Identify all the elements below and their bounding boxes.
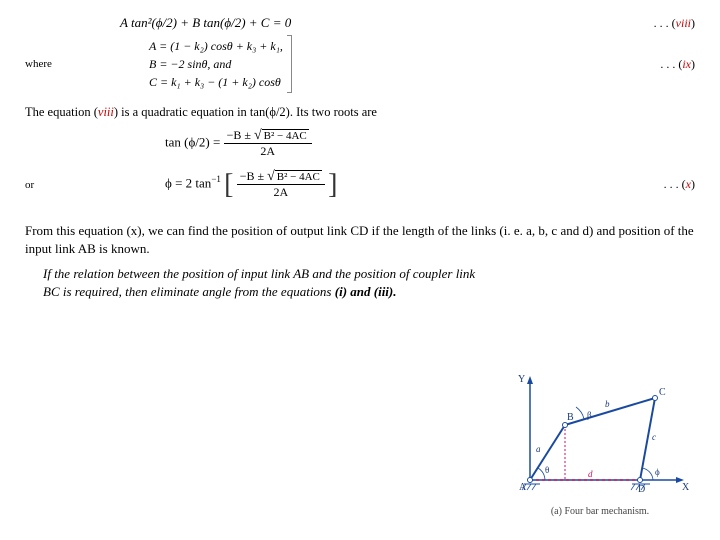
definitions-block: A = (1 − k₂) cosθ + k₃ + k₁, B = −2 sinθ…	[145, 35, 625, 93]
def-B: B = −2 sinθ, and	[149, 55, 283, 73]
tan-lhs: tan (ϕ/2) =	[165, 134, 224, 149]
phi-fraction: −B ± √B² − 4AC 2A	[237, 169, 325, 200]
paragraph-quadratic: The equation (viii) is a quadratic equat…	[25, 105, 695, 120]
phi-lhs: ϕ = 2 tan	[165, 175, 211, 190]
svg-text:c: c	[652, 432, 656, 442]
eq-viii-formula: A tan²(ϕ/2) + B tan(ϕ/2) + C = 0	[120, 15, 291, 30]
caption-paragraph-1: From this equation (x), we can find the …	[25, 222, 695, 257]
svg-text:θ: θ	[545, 465, 549, 475]
tan-equation-row: tan (ϕ/2) = −B ± √B² − 4AC 2A	[25, 128, 695, 159]
sqrt-icon: √B² − 4AC	[267, 170, 322, 184]
defs-content: A = (1 − k₂) cosθ + k₃ + k₁, B = −2 sinθ…	[145, 35, 287, 93]
or-label: or	[25, 179, 65, 191]
svg-text:A: A	[519, 482, 527, 493]
phi-equation: ϕ = 2 tan−1 [ −B ± √B² − 4AC 2A ]	[165, 169, 625, 200]
svg-text:B: B	[567, 412, 574, 423]
def-C: C = k₁ + k₃ − (1 + k₂) cosθ	[149, 73, 283, 91]
svg-text:C: C	[659, 387, 666, 398]
definitions-row: where A = (1 − k₂) cosθ + k₃ + k₁, B = −…	[25, 35, 695, 93]
svg-text:Y: Y	[518, 374, 525, 385]
left-bracket-icon: [	[224, 175, 233, 195]
four-bar-figure: Y X A B C D a b c d θ β ϕ (a) Four bar m…	[510, 370, 690, 520]
equation-viii: A tan²(ϕ/2) + B tan(ϕ/2) + C = 0	[120, 15, 625, 31]
inverse-exp: −1	[211, 174, 221, 184]
tan-numerator: −B ± √B² − 4AC	[224, 128, 312, 144]
phi-equation-row: or ϕ = 2 tan−1 [ −B ± √B² − 4AC 2A ] . .…	[25, 169, 695, 200]
sqrt-icon: √B² − 4AC	[254, 129, 309, 143]
eq-x-number: . . . (x)	[625, 177, 695, 192]
eq-viii-number: . . . (viii)	[625, 16, 695, 31]
where-label: where	[25, 58, 65, 70]
def-A: A = (1 − k₂) cosθ + k₃ + k₁,	[149, 37, 283, 55]
eq-refs-bold: (i) and (iii).	[335, 284, 397, 299]
svg-text:ϕ: ϕ	[655, 467, 660, 477]
phi-denominator: 2A	[237, 185, 325, 200]
tan-equation: tan (ϕ/2) = −B ± √B² − 4AC 2A	[165, 128, 695, 159]
caption-paragraph-2: If the relation between the position of …	[43, 265, 483, 300]
svg-text:b: b	[605, 399, 610, 409]
svg-text:X: X	[682, 482, 690, 493]
tan-denominator: 2A	[224, 144, 312, 159]
phi-numerator: −B ± √B² − 4AC	[237, 169, 325, 185]
right-bracket	[287, 35, 292, 93]
svg-text:d: d	[588, 469, 593, 479]
equation-viii-row: A tan²(ϕ/2) + B tan(ϕ/2) + C = 0 . . . (…	[25, 15, 695, 31]
bracket-group: A = (1 − k₂) cosθ + k₃ + k₁, B = −2 sinθ…	[145, 35, 292, 93]
tan-fraction: −B ± √B² − 4AC 2A	[224, 128, 312, 159]
eq-ix-number: . . . (ix)	[625, 57, 695, 72]
figure-caption: (a) Four bar mechanism.	[510, 506, 690, 517]
svg-text:D: D	[638, 484, 645, 495]
svg-text:β: β	[587, 410, 592, 420]
svg-text:a: a	[536, 444, 541, 454]
right-bracket-icon: ]	[328, 175, 337, 195]
four-bar-diagram-icon: Y X A B C D a b c d θ β ϕ	[510, 370, 690, 500]
